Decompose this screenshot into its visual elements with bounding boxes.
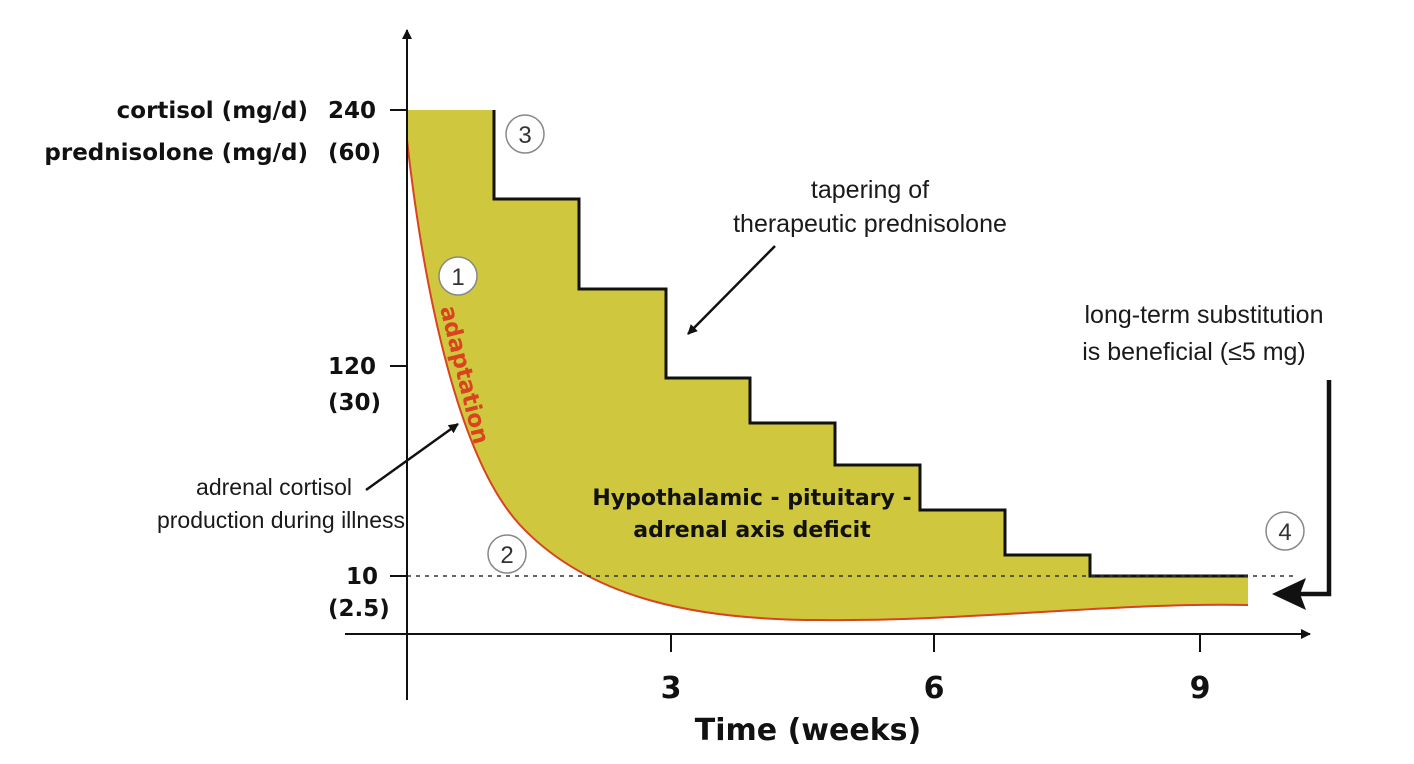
y-tick-label-60: (60) (328, 140, 381, 166)
tapering-label-line2: therapeutic prednisolone (733, 210, 1007, 238)
adrenal-arrow (365, 422, 459, 492)
longterm-label-line1: long-term substitution (1084, 301, 1323, 329)
adrenal-label-line1: adrenal cortisol (196, 474, 352, 500)
marker-3: 3 (505, 114, 545, 154)
x-tick-label-6: 6 (924, 671, 945, 706)
tapering-steps (492, 110, 1248, 578)
y-tick-label-2-5: (2.5) (328, 596, 390, 622)
tapering-label-line1: tapering of (811, 176, 929, 204)
marker-2: 2 (487, 534, 527, 574)
marker-3-label: 3 (518, 122, 531, 149)
marker-4-label: 4 (1278, 519, 1291, 546)
y-tick-label-240: 240 (328, 98, 376, 124)
deficit-label-line1: Hypothalamic - pituitary - (592, 486, 911, 511)
longterm-arrowhead (1272, 578, 1306, 610)
y-axis-label-cortisol: cortisol (mg/d) (117, 98, 308, 124)
longterm-arrow-line (1300, 380, 1332, 597)
y-axis-label-prednisolone: prednisolone (mg/d) (44, 140, 308, 166)
marker-4: 4 (1265, 511, 1305, 551)
y-tick-label-10: 10 (346, 564, 378, 590)
y-tick-label-120: 120 (328, 354, 376, 380)
deficit-label-line2: adrenal axis deficit (633, 518, 871, 543)
longterm-label-line2: is beneficial (≤5 mg) (1082, 338, 1306, 366)
adrenal-label-line2: production during illness (157, 507, 405, 533)
tapering-arrow (687, 245, 776, 335)
x-tick-label-3: 3 (661, 671, 682, 706)
x-axis-title: Time (weeks) (695, 713, 921, 748)
adrenal-curve (406, 139, 1249, 622)
deficit-area (407, 110, 1248, 621)
y-tick-label-30: (30) (328, 390, 381, 416)
marker-2-label: 2 (500, 542, 513, 569)
x-tick-label-9: 9 (1190, 671, 1211, 706)
marker-1: 1 (438, 256, 478, 296)
marker-1-label: 1 (451, 264, 464, 291)
